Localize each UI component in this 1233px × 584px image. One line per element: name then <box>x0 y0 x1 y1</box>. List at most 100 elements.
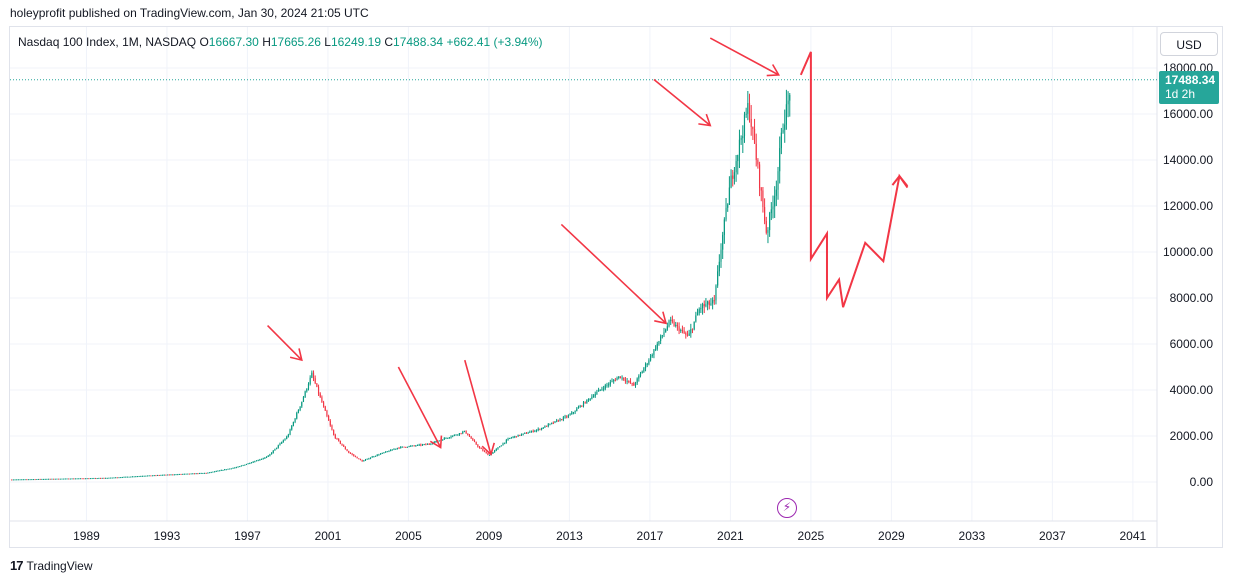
candle-body <box>250 462 253 464</box>
candle-body <box>213 471 216 473</box>
candle-body <box>576 408 578 412</box>
candle-body <box>130 476 132 478</box>
candle-body <box>641 371 643 374</box>
candle-body <box>178 473 180 475</box>
candle-body <box>111 477 113 479</box>
candle-body <box>279 443 281 446</box>
candle-body <box>123 476 125 478</box>
candle-body <box>418 444 420 446</box>
candle-body <box>579 405 581 408</box>
candle-body <box>374 455 377 457</box>
candle-body <box>542 427 544 429</box>
candle-body <box>733 172 736 179</box>
candle-body <box>61 478 63 480</box>
candle-body <box>69 478 71 480</box>
candle-body <box>151 475 154 477</box>
candle-body <box>331 425 333 431</box>
candle-body <box>349 452 351 454</box>
symbol-legend[interactable]: Nasdaq 100 Index, 1M, NASDAQ O16667.30 H… <box>18 35 543 49</box>
candle-body <box>338 438 340 441</box>
candle-body <box>317 386 320 394</box>
candle-body <box>453 434 455 436</box>
candle-body <box>254 461 256 463</box>
bar-countdown: 1d 2h <box>1165 87 1196 101</box>
candle-body <box>316 383 318 387</box>
candle-body <box>175 474 177 476</box>
candle-body <box>363 460 365 462</box>
candle-body <box>328 415 330 421</box>
candle-body <box>312 372 315 379</box>
candle-body <box>499 446 501 448</box>
projection-drawing <box>799 51 909 308</box>
candle-body <box>125 476 127 478</box>
x-tick-label: 2033 <box>959 529 986 543</box>
candle-body <box>658 340 660 344</box>
candle-body <box>644 364 647 369</box>
candle-body <box>728 187 730 205</box>
candle-body <box>242 465 244 467</box>
tradingview-logo[interactable]: 17 TradingView <box>10 558 93 573</box>
candle-body <box>287 434 289 437</box>
candle-body <box>688 333 690 336</box>
open-label: O <box>199 35 209 49</box>
annotation-arrow-shaft <box>397 366 442 448</box>
candle-body <box>566 416 568 418</box>
candle-body <box>168 474 170 476</box>
candle-body <box>420 444 422 446</box>
candle-body <box>735 161 737 173</box>
annotation-arrow-shaft <box>267 325 303 361</box>
candle-body <box>530 430 533 432</box>
candle-body <box>366 458 368 460</box>
candle-body <box>86 478 88 480</box>
candle-body <box>160 474 162 476</box>
candle-body <box>217 470 219 472</box>
candle-body <box>155 475 157 477</box>
lightning-icon[interactable]: ⚡ <box>777 498 797 518</box>
candle-body <box>274 448 276 451</box>
candle-body <box>135 476 137 478</box>
candle-body <box>411 445 414 447</box>
candle-body <box>239 466 241 468</box>
candle-body <box>364 459 367 461</box>
candle-body <box>505 440 507 443</box>
candle-body <box>462 431 464 434</box>
y-tick-label: 6000.00 <box>1170 337 1214 351</box>
candle-body <box>17 479 19 481</box>
candle-body <box>83 478 85 480</box>
x-tick-label: 2005 <box>395 529 422 543</box>
candle-body <box>639 373 642 376</box>
candle-body <box>473 440 476 442</box>
candle-body <box>381 452 383 454</box>
candle-body <box>520 434 523 436</box>
candle-body <box>91 478 93 480</box>
candle-body <box>385 451 387 453</box>
candle-body <box>567 415 569 417</box>
candle-body <box>649 355 652 361</box>
candle-body <box>653 349 655 355</box>
candle-body <box>183 473 185 475</box>
candle-body <box>525 432 528 434</box>
candle-body <box>401 446 403 448</box>
candle-body <box>205 472 207 474</box>
candle-body <box>232 467 234 469</box>
candle-body <box>416 444 419 446</box>
candle-body <box>426 443 429 445</box>
candle-body <box>680 330 682 332</box>
candle-body <box>302 397 305 402</box>
candle-body <box>483 450 486 452</box>
candle-body <box>271 452 273 455</box>
candle-body <box>307 383 310 389</box>
candle-body <box>27 479 30 481</box>
candle-body <box>406 446 409 448</box>
candle-body <box>594 393 596 397</box>
candle-body <box>76 478 78 480</box>
annotation-arrow-head <box>654 311 668 325</box>
candle-body <box>569 414 571 416</box>
candle-body <box>376 454 378 456</box>
candle-body <box>708 301 710 306</box>
candle-body <box>660 336 662 341</box>
candle-body <box>245 464 248 466</box>
currency-button[interactable]: USD <box>1160 32 1218 56</box>
candle-body <box>623 377 625 380</box>
